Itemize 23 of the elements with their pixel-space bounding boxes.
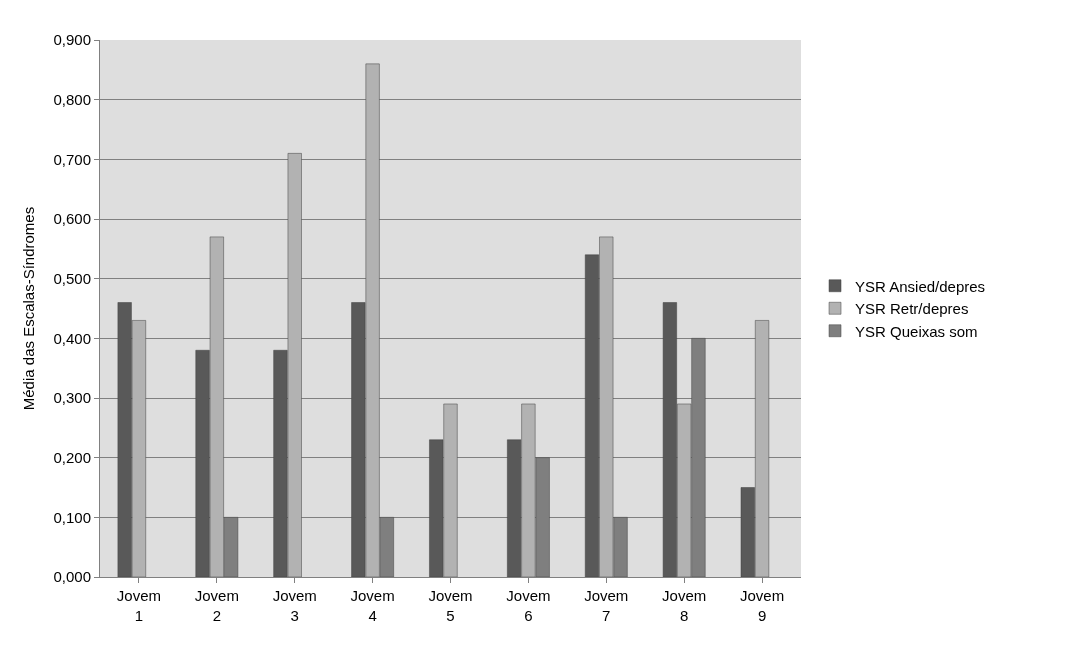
x-tick-label: Jovem 5 (428, 587, 473, 624)
y-tick-label: 0,700 (53, 150, 91, 168)
y-tick-label: 0,100 (53, 508, 91, 526)
x-tick-label: Jovem 3 (272, 587, 317, 624)
x-tick-label: Jovem 4 (350, 587, 395, 624)
legend-label: YSR Queixas som (855, 322, 978, 340)
legend-label: YSR Retr/depres (855, 300, 969, 318)
y-tick-label: 0,400 (53, 329, 91, 347)
y-tick-label: 0,900 (53, 31, 91, 49)
x-tick-label: Jovem 8 (662, 587, 707, 624)
y-tick-label: 0,500 (53, 269, 91, 287)
y-axis-title: Média das Escalas-Síndromes (19, 206, 37, 411)
x-tick-label: Jovem 6 (506, 587, 551, 624)
legend-label: YSR Ansied/depres (855, 277, 986, 295)
y-tick-label: 0,800 (53, 90, 91, 108)
y-tick-label: 0,600 (53, 210, 91, 228)
y-tick-label: 0,200 (53, 448, 91, 466)
y-tick-label: 0,000 (53, 568, 91, 586)
x-tick-label: Jovem 1 (116, 587, 162, 624)
x-tick-label: Jovem 9 (739, 587, 785, 624)
x-tick-label: Jovem 2 (194, 587, 239, 624)
x-tick-label: Jovem 7 (584, 587, 629, 624)
y-tick-label: 0,300 (53, 389, 91, 407)
